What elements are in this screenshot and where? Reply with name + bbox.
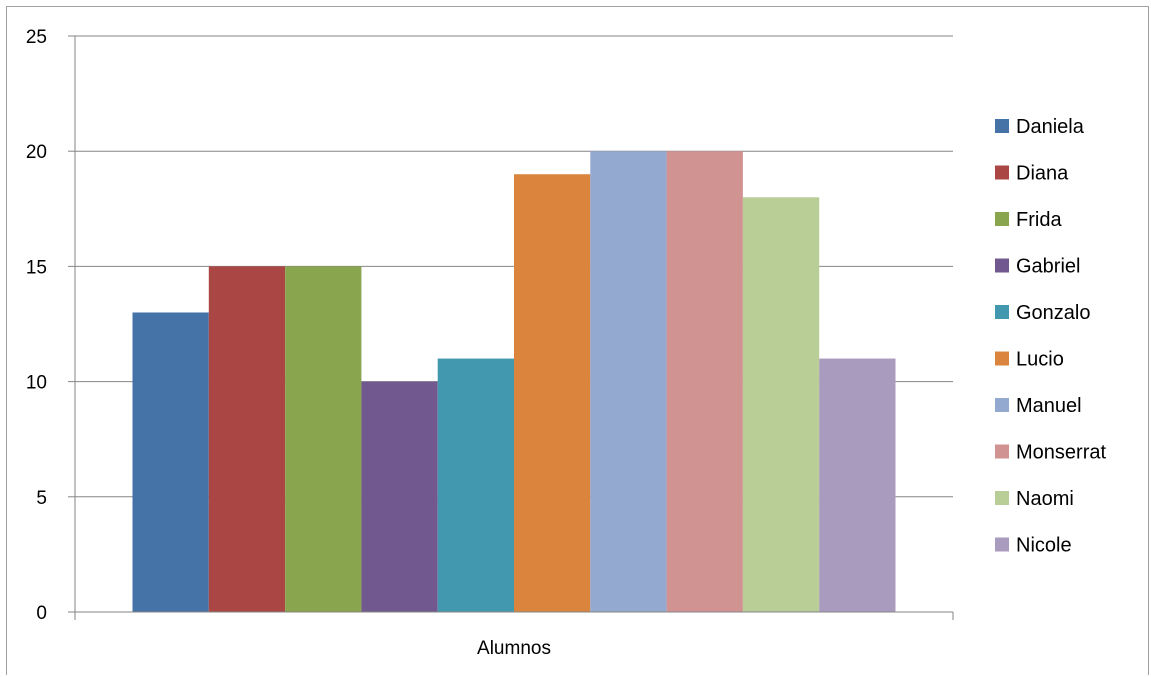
axes <box>68 35 954 620</box>
y-tick-label: 15 <box>26 257 47 278</box>
y-tick-label: 5 <box>36 488 47 509</box>
legend-swatch-gabriel <box>995 258 1009 273</box>
legend-swatch-manuel <box>995 398 1009 412</box>
bar-naomi <box>742 197 820 612</box>
legend-swatch-frida <box>995 212 1009 226</box>
bar-manuel <box>590 151 667 612</box>
y-tick-labels: 0 5 10 15 20 25 <box>26 27 47 624</box>
legend-label-frida: Frida <box>1016 209 1062 231</box>
x-category-label: Alumnos <box>477 638 551 659</box>
bar-gabriel <box>361 381 438 612</box>
x-category-labels: Alumnos <box>477 638 551 659</box>
bar-nicole <box>819 358 896 612</box>
legend-label-monserrat: Monserrat <box>1016 442 1106 464</box>
legend: Daniela Diana Frida Gabriel Gonzalo Lucio Manu… <box>995 116 1106 557</box>
legend-swatch-gonzalo <box>995 305 1009 319</box>
y-tick-label: 20 <box>26 142 47 163</box>
legend-swatch-nicole <box>995 537 1009 552</box>
bar-lucio <box>514 174 591 613</box>
legend-label-gonzalo: Gonzalo <box>1016 302 1091 324</box>
legend-swatch-lucio <box>995 351 1009 366</box>
legend-label-lucio: Lucio <box>1016 349 1064 371</box>
legend-swatch-naomi <box>995 491 1009 505</box>
bar-monserrat <box>666 151 743 612</box>
legend-label-gabriel: Gabriel <box>1016 256 1080 278</box>
legend-label-daniela: Daniela <box>1016 116 1085 138</box>
legend-label-diana: Diana <box>1016 163 1069 185</box>
bar-gonzalo <box>437 358 514 612</box>
bar-daniela <box>132 312 209 612</box>
y-tick-label: 10 <box>26 373 47 394</box>
bars <box>132 151 896 613</box>
y-tick-label: 0 <box>36 603 47 624</box>
legend-label-naomi: Naomi <box>1016 488 1074 510</box>
y-tick-label: 25 <box>26 27 47 48</box>
legend-swatch-daniela <box>995 119 1009 133</box>
legend-label-manuel: Manuel <box>1016 395 1082 417</box>
legend-label-nicole: Nicole <box>1016 535 1072 557</box>
legend-swatch-monserrat <box>995 444 1009 459</box>
bar-diana <box>208 266 286 612</box>
bar-frida <box>285 266 362 612</box>
chart-frame <box>6 6 1149 675</box>
legend-swatch-diana <box>995 165 1009 180</box>
